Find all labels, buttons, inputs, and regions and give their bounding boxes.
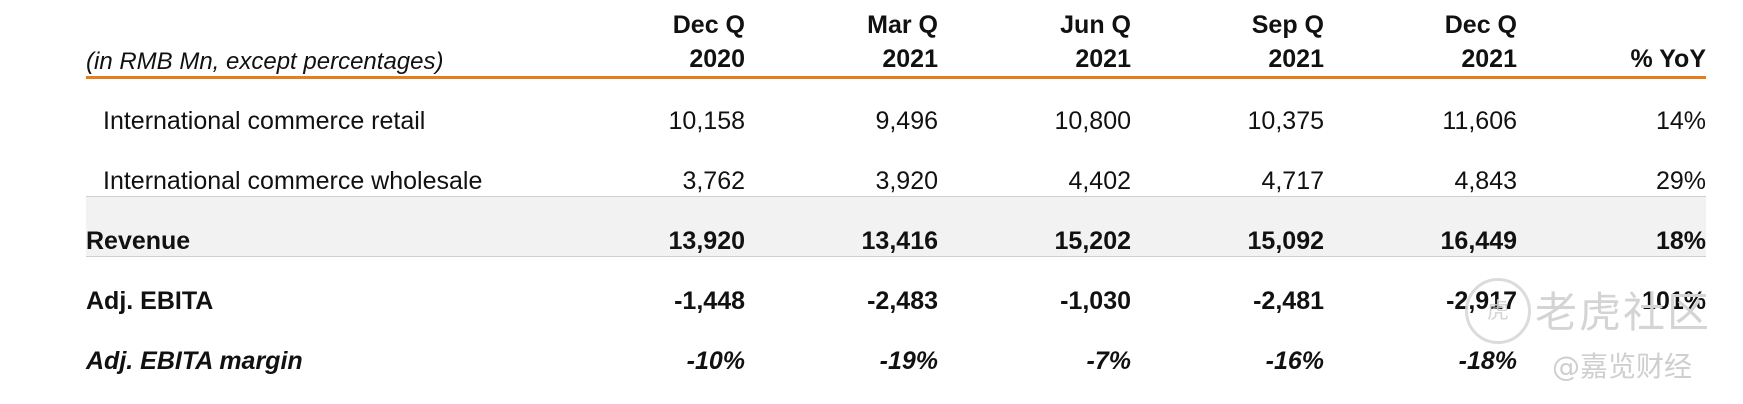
cell-value: 3,920 [875,167,938,195]
cell-value: 14% [1655,107,1706,135]
col-header-dec-q-2021: Dec Q 2021 [1444,11,1517,73]
cell-value: 15,092 [1247,227,1324,255]
cell-value: 13,920 [668,227,745,255]
cell-value: 9,496 [875,107,938,135]
row-label: International commerce wholesale [103,167,483,195]
cell-value: 10,375 [1247,107,1324,135]
watermark-text: 老虎社区 [1535,288,1712,337]
cell-value: 10,800 [1054,107,1131,135]
cell-value: -16% [1265,347,1324,375]
table-row: International commerce wholesale 3,762 3… [0,151,1743,211]
cell-value: -2,481 [1253,287,1324,315]
col-header-yoy: % YoY [1630,45,1707,73]
cell-value: 13,416 [861,227,938,255]
cell-value: -1,448 [674,287,745,315]
watermark-handle: @嘉览财经 [1552,350,1693,383]
col-header-sep-q-2021: Sep Q 2021 [1251,11,1324,73]
units-note: (in RMB Mn, except percentages) [86,48,444,75]
cell-value: -1,030 [1060,287,1131,315]
table-row-revenue: Revenue 13,920 13,416 15,202 15,092 16,4… [0,211,1743,271]
row-label: Revenue [86,227,191,255]
watermark-logo-icon: 虎 [1465,278,1531,344]
cell-value: 4,843 [1454,167,1517,195]
cell-value: -2,483 [867,287,938,315]
row-label: International commerce retail [103,107,426,135]
header-rule [86,76,1706,79]
cell-value: 15,202 [1054,227,1131,255]
cell-value: -10% [686,347,745,375]
col-header-mar-q-2021: Mar Q 2021 [867,11,938,73]
table-row-adj-ebita-margin: Adj. EBITA margin -10% -19% -7% -16% -18… [0,331,1743,391]
cell-value: -7% [1086,347,1131,375]
cell-value: 11,606 [1442,107,1517,135]
cell-value: 4,717 [1261,167,1324,195]
col-header-dec-q-2020: Dec Q 2020 [672,11,745,73]
table-row: International commerce retail 10,158 9,4… [0,91,1743,151]
cell-value: 4,402 [1068,167,1131,195]
cell-value: 10,158 [668,107,745,135]
cell-value: 18% [1655,227,1706,255]
cell-value: 29% [1655,167,1706,195]
cell-value: 101% [1642,287,1706,315]
cell-value: 16,449 [1440,227,1517,255]
revenue-row-shade [86,196,1706,257]
row-label: Adj. EBITA margin [86,347,303,375]
row-label: Adj. EBITA [86,287,214,315]
cell-value: -19% [879,347,938,375]
table-row-adj-ebita: Adj. EBITA -1,448 -2,483 -1,030 -2,481 -… [0,271,1743,331]
cell-value: 3,762 [682,167,745,195]
cell-value: -18% [1458,347,1517,375]
col-header-jun-q-2021: Jun Q 2021 [1060,11,1131,73]
